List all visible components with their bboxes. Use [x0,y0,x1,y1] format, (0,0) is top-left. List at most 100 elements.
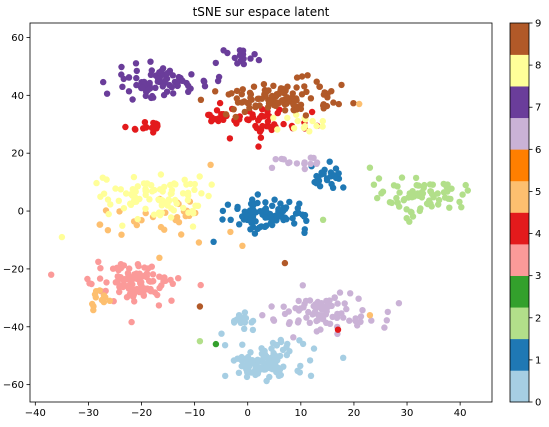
scatter-point [386,199,394,206]
scatter-point [141,119,149,126]
scatter-point [313,78,320,85]
scatter-point [116,208,123,215]
scatter-point [428,203,435,210]
scatter-point [201,83,209,90]
x-tick-label: 10 [294,408,307,419]
scatter-point [96,221,104,228]
scatter-point [128,318,135,326]
colorbar-segment [510,370,529,403]
scatter-point [104,196,112,203]
scatter-point [277,200,284,207]
x-tick-label: 40 [454,408,467,419]
scatter-point [104,227,112,234]
scatter-point [301,226,308,233]
scatter-point [464,187,471,194]
scatter-point [125,88,133,95]
scatter-point [179,77,186,85]
scatter-point [446,204,453,211]
scatter-point [284,94,291,101]
scatter-point [149,271,157,278]
scatter-point [116,283,123,291]
colorbar-tick-label: 4 [535,229,541,240]
scatter-point [290,106,297,114]
colorbar-frame [509,22,530,403]
scatter-point [250,208,257,215]
scatter-point [247,226,254,233]
scatter-point [268,164,276,171]
scatter-point [334,326,342,333]
scatter-point [255,143,262,150]
scatter-point [289,90,296,97]
scatter-point [175,275,182,282]
scatter-point [263,88,270,96]
scatter-point [306,357,314,364]
scatter-point [221,342,229,349]
scatter-point [274,356,281,363]
scatter-point [245,116,252,124]
scatter-point [121,276,128,283]
scatter-point [262,214,269,221]
scatter-point [180,204,187,212]
scatter-point [347,290,354,297]
scatter-point [270,114,277,122]
plot-frame [29,22,493,403]
scatter-point [266,373,273,381]
scatter-point [170,90,177,97]
scatter-point [107,201,114,208]
colorbar-tick-label: 9 [535,19,541,30]
scatter-point [286,159,293,166]
scatter-point [185,88,192,96]
scatter-point [170,207,177,214]
scatter-point [234,203,241,211]
scatter-point [259,122,266,130]
y-tick-label: −20 [3,264,24,275]
scatter-point [159,83,166,90]
scatter-point [103,176,110,183]
scatter-point [165,196,172,203]
scatter-point [239,341,246,348]
scatter-point [140,78,148,86]
scatter-point [129,96,136,103]
x-tick-label: −30 [78,408,99,419]
scatter-point [297,101,305,109]
scatter-point [236,52,244,59]
colorbar-segment [510,117,529,150]
scatter-point [283,351,290,359]
scatter-point [313,122,320,130]
scatter-point [241,108,248,116]
scatter-point [306,128,313,135]
scatter-point [459,191,466,198]
colorbar-segment [510,180,529,213]
scatter-point [227,228,234,236]
scatter-point [254,225,261,233]
scatter-point [324,299,331,306]
x-tick-label: −40 [25,408,46,419]
scatter-point [96,275,104,282]
colorbar-tick-label: 5 [535,187,541,198]
scatter-point [215,115,222,122]
scatter-point [309,311,316,318]
scatter-point [374,194,381,202]
scatter-point [340,354,347,361]
scatter-point [323,308,330,315]
scatter-point [406,218,413,225]
scatter-point [307,95,315,102]
scatter-point [198,190,205,197]
scatter-point [167,276,174,284]
scatter-point [297,305,304,312]
scatter-point [301,165,308,173]
scatter-point [299,282,306,289]
scatter-point [293,160,301,167]
scatter-point [303,314,310,321]
scatter-point [299,340,307,348]
scatter-point [258,345,265,352]
scatter-point [338,81,345,89]
scatter-point [333,314,341,321]
scatter-point [343,305,350,313]
scatter-point [240,318,247,325]
scatter-point [145,265,152,272]
scatter-point [408,190,415,197]
colorbar-tick-label: 7 [535,103,541,114]
scatter-point [115,197,123,204]
scatter-point [93,179,100,187]
